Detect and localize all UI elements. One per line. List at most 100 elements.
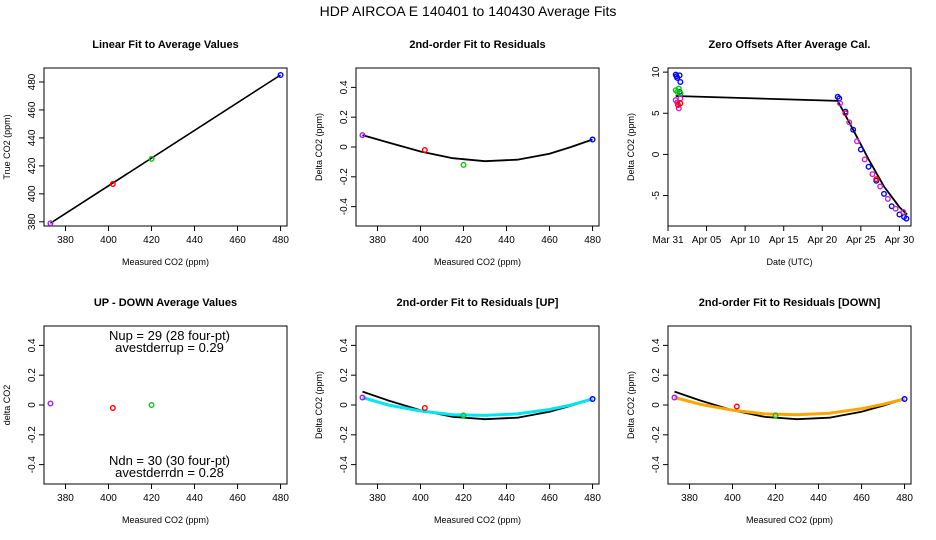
x-tick-label: 480 — [584, 235, 601, 246]
data-point — [421, 146, 428, 153]
curve-down-fit — [674, 396, 905, 417]
y-tick-label: -0.4 — [339, 456, 350, 474]
data-point-magenta — [854, 138, 861, 145]
x-tick-label: 400 — [724, 493, 741, 504]
data-point-blue — [881, 190, 888, 197]
panel-title: Linear Fit to Average Values — [92, 39, 239, 51]
x-axis-label: Measured CO2 (ppm) — [434, 515, 521, 525]
x-tick-label: 420 — [767, 493, 784, 504]
x-tick-label: 480 — [272, 493, 289, 504]
x-tick-label: 440 — [186, 493, 203, 504]
x-tick-label: 420 — [143, 235, 160, 246]
y-tick-label: 0.4 — [651, 338, 662, 352]
x-tick-label: 380 — [681, 493, 698, 504]
panel-title: 2nd-order Fit to Residuals — [409, 39, 545, 51]
panel-title: 2nd-order Fit to Residuals [UP] — [397, 297, 559, 309]
x-tick-label: 440 — [498, 235, 515, 246]
x-tick-label: 400 — [412, 235, 429, 246]
data-point — [901, 396, 908, 403]
data-point-red — [842, 110, 849, 117]
curve-fit — [674, 390, 905, 421]
y-tick-label: 0 — [651, 402, 662, 408]
y-tick-label: -5 — [651, 191, 662, 200]
x-tick-label: 400 — [100, 235, 117, 246]
x-tick-label: 460 — [541, 493, 558, 504]
y-tick-label: 0.4 — [27, 338, 38, 352]
x-tick-label: Apr 10 — [730, 235, 760, 246]
data-point — [772, 412, 779, 419]
y-tick-label: 480 — [27, 73, 38, 90]
data-point-blue — [850, 126, 857, 133]
annotation-avestderrup: avestderrup = 0.29 — [115, 340, 224, 355]
panel-title: Zero Offsets After Average Cal. — [709, 39, 871, 51]
data-point — [359, 394, 366, 401]
x-tick-label: Apr 25 — [846, 235, 876, 246]
data-point — [589, 396, 596, 403]
annotation-nup: Nup = 29 (28 four-pt) — [109, 328, 230, 343]
y-tick-label: 5 — [651, 110, 662, 116]
x-tick-label: 440 — [186, 235, 203, 246]
y-tick-label: 0 — [339, 144, 350, 150]
panel-title: 2nd-order Fit to Residuals [DOWN] — [699, 297, 881, 309]
y-tick-label: -0.2 — [339, 426, 350, 444]
y-tick-label: 420 — [27, 157, 38, 174]
x-axis-label: Measured CO2 (ppm) — [122, 257, 209, 267]
data-point-blue — [676, 72, 683, 79]
data-point-magenta — [861, 156, 868, 163]
data-point — [109, 181, 116, 188]
panel-1: Linear Fit to Average Values Measured CO2… — [2, 39, 289, 267]
data-point-magenta — [677, 95, 684, 102]
curve-up-fit — [362, 396, 593, 417]
panel-2: 2nd-order Fit to Residuals Measured CO2 (… — [314, 39, 601, 267]
y-axis-label: True CO2 (ppm) — [2, 114, 12, 179]
y-axis-label: Delta CO2 (ppm) — [314, 113, 324, 181]
x-tick-label: 480 — [896, 493, 913, 504]
x-axis-label: Measured CO2 (ppm) — [746, 515, 833, 525]
data-point-blue — [677, 78, 684, 85]
x-tick-label: 420 — [143, 493, 160, 504]
x-tick-label: 440 — [498, 493, 515, 504]
data-point-red — [873, 176, 880, 183]
data-point — [460, 412, 467, 419]
data-point-magenta — [900, 209, 907, 216]
data-point — [47, 400, 54, 407]
curve-offset-fit — [675, 95, 908, 216]
x-tick-label: 380 — [369, 493, 386, 504]
x-tick-label: 380 — [57, 493, 74, 504]
annotation-avestderrdn: avestderrdn = 0.28 — [115, 465, 224, 480]
y-tick-label: -0.2 — [339, 168, 350, 186]
data-point-blue — [903, 215, 910, 222]
fit-line — [50, 74, 281, 224]
plot-frame — [667, 67, 912, 227]
x-tick-label: Apr 15 — [769, 235, 799, 246]
y-tick-label: 460 — [27, 101, 38, 118]
y-tick-label: 400 — [27, 185, 38, 202]
panel-6: 2nd-order Fit to Residuals [DOWN] Measure… — [626, 297, 913, 525]
data-point — [47, 220, 54, 227]
y-tick-label: 0 — [339, 402, 350, 408]
panel-5: 2nd-order Fit to Residuals [UP] Measured … — [314, 297, 601, 525]
panel-title: UP - DOWN Average Values — [94, 297, 237, 309]
x-tick-label: 380 — [369, 235, 386, 246]
data-point — [109, 404, 116, 411]
y-tick-label: 380 — [27, 213, 38, 230]
data-point — [671, 394, 678, 401]
x-tick-label: 460 — [853, 493, 870, 504]
x-tick-label: 400 — [412, 493, 429, 504]
x-tick-label: 420 — [455, 493, 472, 504]
y-tick-label: -0.2 — [651, 426, 662, 444]
x-tick-label: 440 — [810, 493, 827, 504]
annotation-ndn: Ndn = 30 (30 four-pt) — [109, 453, 230, 468]
y-tick-label: 0.2 — [339, 110, 350, 124]
data-point — [359, 132, 366, 139]
y-tick-label: -0.2 — [27, 426, 38, 444]
data-point-magenta — [877, 183, 884, 190]
x-tick-label: 460 — [229, 493, 246, 504]
x-tick-label: Mar 31 — [652, 235, 684, 246]
panel-3: Zero Offsets After Average Cal. Date (UTC… — [626, 39, 915, 267]
data-point — [277, 71, 284, 78]
x-tick-label: Apr 30 — [885, 235, 915, 246]
y-tick-label: 0 — [27, 402, 38, 408]
x-tick-label: 420 — [455, 235, 472, 246]
